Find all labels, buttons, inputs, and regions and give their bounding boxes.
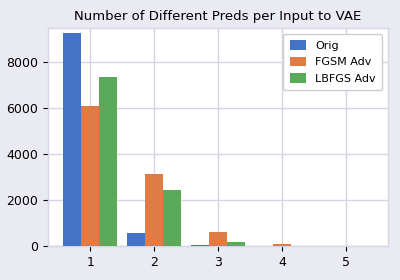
Bar bbox=[209, 232, 227, 246]
Bar bbox=[127, 233, 145, 246]
Bar bbox=[145, 174, 163, 246]
Bar bbox=[227, 242, 245, 246]
Legend: Orig, FGSM Adv, LBFGS Adv: Orig, FGSM Adv, LBFGS Adv bbox=[283, 34, 382, 90]
Bar bbox=[191, 245, 209, 246]
Bar bbox=[163, 190, 181, 246]
Bar bbox=[273, 244, 291, 246]
Bar bbox=[64, 32, 81, 246]
Bar bbox=[81, 106, 99, 246]
Title: Number of Different Preds per Input to VAE: Number of Different Preds per Input to V… bbox=[74, 10, 362, 23]
Bar bbox=[99, 78, 117, 246]
